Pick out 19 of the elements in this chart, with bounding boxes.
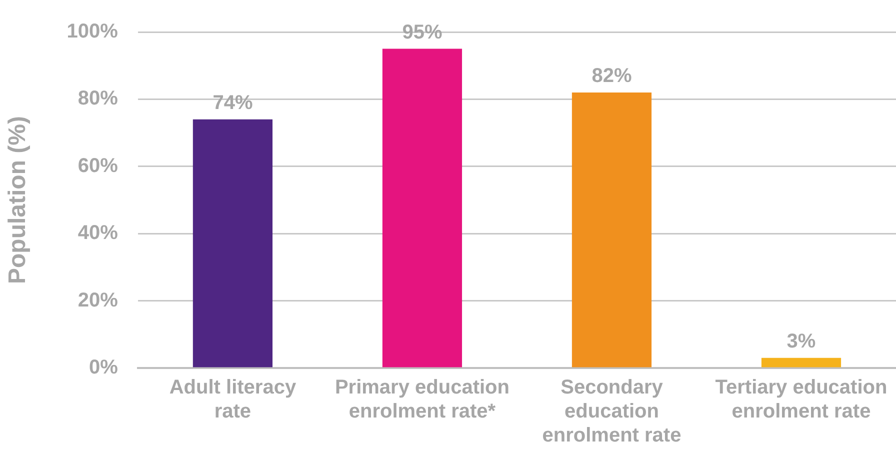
y-axis-title: Population (%) xyxy=(4,116,32,284)
bar xyxy=(382,48,462,368)
x-tick-label: Adult literacy rate xyxy=(169,376,297,423)
x-tick-label: Secondary education enrolment rate xyxy=(542,376,682,447)
bar xyxy=(572,92,652,368)
y-tick-label: 20% xyxy=(78,289,118,312)
data-label: 82% xyxy=(592,64,632,87)
y-tick-label: 100% xyxy=(66,20,118,43)
data-label: 95% xyxy=(402,21,442,44)
y-tick-label: 80% xyxy=(78,88,118,110)
y-tick-label: 40% xyxy=(78,222,118,244)
x-tick-label: Tertiary education enrolment rate xyxy=(715,376,888,423)
bar xyxy=(761,358,842,368)
y-tick-label: 0% xyxy=(89,356,118,379)
y-tick-label: 60% xyxy=(78,154,118,177)
data-label: 74% xyxy=(212,92,253,114)
data-label: 3% xyxy=(786,330,816,352)
bar xyxy=(192,119,273,368)
x-tick-label: Primary education enrolment rate* xyxy=(334,376,510,423)
